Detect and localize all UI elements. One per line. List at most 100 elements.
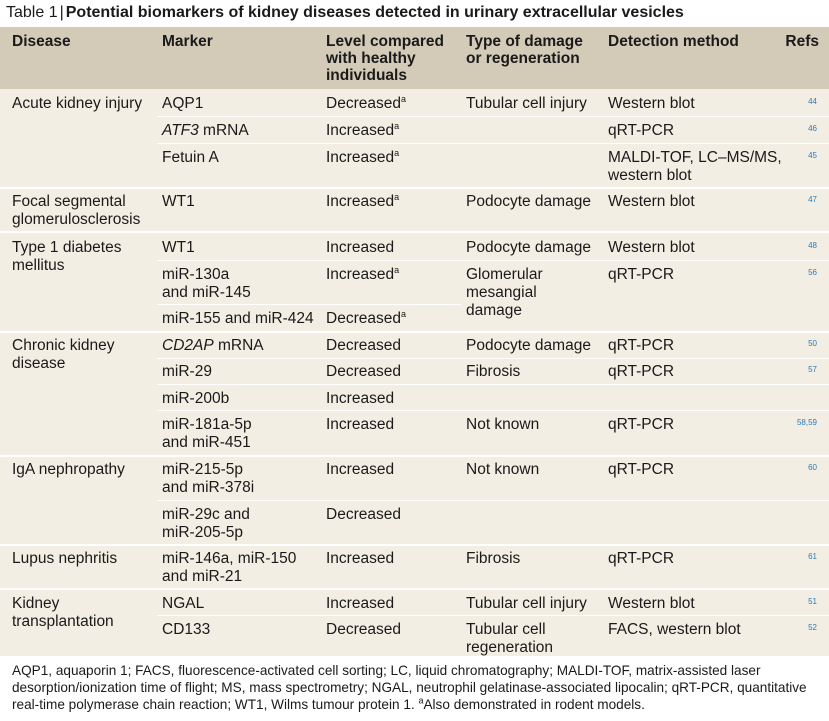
row-divider (157, 615, 829, 616)
disease-cell: Kidney transplantation (12, 595, 114, 630)
caption-separator: | (59, 4, 64, 21)
header-refs: Refs (785, 33, 819, 50)
group-divider (0, 187, 829, 189)
row-divider (157, 384, 829, 385)
marker-cell: miR-29c and miR-205-5p (162, 506, 250, 541)
damage-cell: Podocyte damage (466, 239, 591, 256)
level-text: Decreased (326, 95, 401, 112)
damage-cell: Podocyte damage (466, 337, 591, 354)
table-number: Table 1 (6, 4, 58, 21)
marker-cell: miR-200b (162, 390, 230, 407)
method-cell: qRT-PCR (608, 550, 675, 567)
marker-cell: miR-29 (162, 363, 212, 380)
method-cell: MALDI-TOF, LC–MS/MS, western blot (608, 149, 782, 184)
disease-cell: IgA nephropathy (12, 461, 125, 478)
group-divider (0, 455, 829, 457)
ref-cell: 57 (808, 365, 817, 374)
damage-cell: Fibrosis (466, 550, 521, 567)
footnote-abbreviations: AQP1, aquaporin 1; FACS, fluorescence-ac… (12, 663, 807, 712)
level-cell: Decreased (326, 506, 401, 523)
table-title: Potential biomarkers of kidney diseases … (65, 4, 684, 21)
disease-cell: Type 1 diabetes mellitus (12, 239, 122, 274)
marker-cell: miR-181a-5p and miR-451 (162, 416, 252, 451)
level-cell: Decreased (326, 621, 401, 638)
marker-cell: Fetuin A (162, 149, 219, 166)
superscript-note: a (394, 147, 400, 158)
level-text: Increased (326, 193, 395, 210)
damage-cell: Tubular cell regeneration (466, 621, 554, 656)
superscript-note: a (394, 191, 400, 202)
level-cell: Increased (326, 550, 395, 567)
row-divider (157, 260, 829, 261)
marker-cell: CD2AP mRNA (162, 337, 264, 355)
level-cell: Increased (326, 239, 395, 256)
marker-cell: CD133 (162, 621, 211, 638)
ref-cell: 50 (808, 339, 817, 348)
row-divider (157, 410, 829, 411)
damage-cell: Not known (466, 416, 540, 433)
table-caption: Table 1 | Potential biomarkers of kidney d… (6, 3, 826, 25)
header-damage: Type of damage or regeneration (466, 33, 583, 67)
marker-cell: miR-146a, miR-150 and miR-21 (162, 550, 297, 585)
footnote-superscript: a (418, 695, 424, 706)
level-cell: Increaseda (326, 191, 400, 211)
level-cell: Decreased (326, 363, 401, 380)
ref-cell: 51 (808, 597, 817, 606)
method-cell: qRT-PCR (608, 461, 675, 478)
damage-cell: Tubular cell injury (466, 595, 587, 612)
marker-cell: ATF3 mRNA (162, 122, 249, 140)
header-marker: Marker (162, 33, 213, 50)
table-body: Acute kidney injury AQP1 Decreaseda Tubu… (0, 89, 829, 656)
level-cell: Increased (326, 595, 395, 612)
superscript-note: a (394, 120, 400, 131)
method-cell: Western blot (608, 193, 695, 210)
disease-cell: Acute kidney injury (12, 95, 143, 112)
level-cell: Decreaseda (326, 309, 406, 328)
damage-cell: Fibrosis (466, 363, 521, 380)
marker-cell: miR-155 and miR-424 (162, 310, 314, 327)
ref-cell: 60 (808, 463, 817, 472)
superscript-note: a (394, 264, 400, 275)
damage-cell: Podocyte damage (466, 193, 591, 210)
method-cell: qRT-PCR (608, 122, 675, 139)
marker-cell: WT1 (162, 239, 195, 256)
header-method: Detection method (608, 33, 739, 50)
damage-cell: Tubular cell injury (466, 95, 587, 112)
ref-cell: 48 (808, 241, 817, 250)
ref-cell: 46 (808, 124, 817, 133)
ref-cell: 44 (808, 97, 817, 106)
level-text: Decreased (326, 310, 401, 327)
level-text: Increased (326, 149, 395, 166)
ref-cell: 61 (808, 552, 817, 561)
level-text: Increased (326, 122, 395, 139)
level-cell: Decreased (326, 337, 401, 354)
ref-cell: 45 (808, 151, 817, 160)
level-cell: Increased (326, 461, 395, 478)
gene-italic: CD2AP (162, 337, 214, 354)
row-divider (157, 143, 829, 144)
level-cell: Increased (326, 390, 395, 407)
group-divider (0, 544, 829, 546)
marker-cell: NGAL (162, 595, 205, 612)
level-cell: Increaseda (326, 147, 400, 167)
method-cell: Western blot (608, 95, 695, 112)
level-text: Increased (326, 266, 395, 283)
table-footnote: AQP1, aquaporin 1; FACS, fluorescence-ac… (12, 662, 817, 713)
group-divider (0, 588, 829, 590)
ref-cell: 58,59 (796, 418, 817, 427)
group-divider (0, 331, 829, 333)
method-cell: qRT-PCR (608, 337, 675, 354)
biomarker-table: Disease Marker Level compared with healt… (0, 27, 829, 656)
ref-cell: 56 (808, 268, 817, 277)
marker-cell: miR-130a and miR-145 (162, 266, 251, 301)
footnote-rodent-note: Also demonstrated in rodent models. (423, 697, 645, 712)
marker-suffix: mRNA (198, 122, 249, 139)
method-cell: qRT-PCR (608, 416, 675, 433)
disease-cell: Chronic kidney disease (12, 337, 115, 372)
disease-cell: Focal segmental glomerulosclerosis (12, 193, 141, 228)
damage-cell: Glomerular mesangial damage (466, 266, 543, 319)
ref-cell: 52 (808, 623, 817, 632)
level-cell: Increaseda (326, 120, 400, 140)
header-disease: Disease (12, 33, 71, 50)
